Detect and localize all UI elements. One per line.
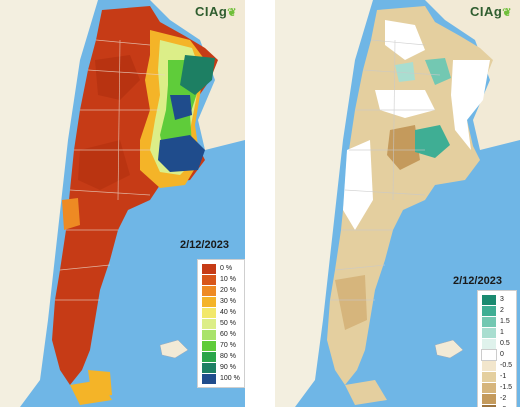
legend-swatch — [202, 285, 216, 296]
legend-label: 70 % — [220, 342, 236, 349]
moist-zone-orange — [62, 198, 80, 230]
legend-item: 20 % — [202, 285, 240, 296]
legend-swatch — [202, 318, 216, 329]
legend-item: 50 % — [202, 318, 240, 329]
legend-item: 80 % — [202, 351, 240, 362]
tierra-del-fuego — [345, 380, 387, 405]
legend-swatch — [482, 393, 496, 404]
legend-item: 30 % — [202, 296, 240, 307]
dry-patch — [95, 55, 140, 100]
legend-item: 1.5 — [482, 316, 512, 327]
legend-item: 2 — [482, 305, 512, 316]
anomaly-zero-zone — [375, 90, 435, 118]
neighbor-land — [150, 0, 245, 150]
legend-swatch — [202, 274, 216, 285]
legend-label: -0.5 — [500, 362, 513, 369]
legend-label: -1.5 — [500, 384, 513, 391]
legend-label: 60 % — [220, 331, 236, 338]
soil-moisture-map-panel: CIAg❦ 2/12/2023 0 % 10 % 20 % 30 % 40 % 50 % 6… — [0, 0, 245, 407]
legend-item: 70 % — [202, 340, 240, 351]
legend-swatch — [202, 373, 216, 384]
legend-label: 20 % — [220, 287, 236, 294]
legend-swatch — [202, 307, 216, 318]
legend-swatch — [202, 351, 216, 362]
moist-zone-teal — [180, 55, 215, 95]
legend-label: -1 — [500, 373, 507, 380]
legend-item: -0.5 — [482, 360, 512, 371]
dry-patch — [78, 140, 130, 190]
legend-swatch — [482, 305, 496, 316]
legend-item: -1.5 — [482, 382, 512, 393]
anomaly-wet-zone — [425, 58, 451, 85]
legend-swatch — [482, 382, 496, 393]
legend-item: 1 — [482, 327, 512, 338]
legend-swatch — [482, 327, 496, 338]
legend-label: 2 — [500, 307, 504, 314]
map-legend: 0 % 10 % 20 % 30 % 40 % 50 % 60 % 70 % 80 % 90 % 1… — [197, 259, 245, 388]
legend-item: -1 — [482, 371, 512, 382]
legend-label: 50 % — [220, 320, 236, 327]
legend-swatch — [482, 294, 496, 305]
neighbor-land — [425, 0, 520, 150]
legend-swatch — [202, 340, 216, 351]
legend-label: 0.5 — [500, 340, 510, 347]
legend-item: 0 — [481, 348, 512, 361]
tierra-del-fuego — [70, 380, 112, 405]
ciag-logo: CIAg❦ — [469, 4, 512, 19]
anomaly-wet-zone — [395, 62, 415, 82]
legend-label: 1 — [500, 329, 504, 336]
legend-label: 100 % — [220, 375, 240, 382]
legend-item: 60 % — [202, 329, 240, 340]
legend-swatch — [202, 329, 216, 340]
malvinas-islands — [159, 339, 189, 359]
anomaly-zero-zone — [343, 140, 373, 230]
legend-swatch — [202, 296, 216, 307]
legend-label: 0 — [500, 351, 504, 358]
legend-label: 90 % — [220, 364, 236, 371]
province-borders — [55, 39, 166, 301]
legend-swatch — [482, 338, 496, 349]
moisture-anomaly-map — [275, 0, 520, 407]
legend-label: 1.5 — [500, 318, 510, 325]
legend-swatch — [202, 263, 216, 274]
legend-label: -2 — [500, 395, 507, 402]
province-borders — [330, 39, 441, 301]
legend-item: 10 % — [202, 274, 240, 285]
argentina-shape — [327, 6, 493, 385]
legend-label: 10 % — [220, 276, 236, 283]
ciag-logo: CIAg❦ — [194, 4, 237, 19]
legend-item: -2 — [482, 393, 512, 404]
malvinas-islands — [434, 339, 464, 359]
moist-zone-blue — [158, 135, 205, 172]
legend-item: 0.5 — [482, 338, 512, 349]
legend-swatch — [202, 362, 216, 373]
legend-item: 100 % — [202, 373, 240, 384]
map-date: 2/12/2023 — [453, 275, 502, 287]
anomaly-dry-zone — [335, 275, 367, 330]
legend-label: 0 % — [220, 265, 233, 272]
legend-swatch — [482, 316, 496, 327]
soil-moisture-map — [0, 0, 245, 407]
neighbor-land-chile — [0, 0, 98, 407]
legend-label: 3 — [500, 296, 504, 303]
moisture-anomaly-map-panel: CIAg❦ 2/12/2023 321.510.50-0.5-1-1.5-2-3 — [275, 0, 520, 407]
anomaly-zero-zone — [451, 60, 490, 150]
legend-label: 80 % — [220, 353, 236, 360]
anomaly-dry-zone — [387, 125, 420, 170]
map-legend: 321.510.50-0.5-1-1.5-2-3 — [477, 290, 518, 407]
legend-swatch — [481, 348, 497, 361]
legend-label: 30 % — [220, 298, 236, 305]
legend-item: 0 % — [202, 263, 240, 274]
map-date: 2/12/2023 — [180, 239, 229, 251]
legend-item: 3 — [482, 294, 512, 305]
legend-swatch — [482, 371, 496, 382]
legend-item: 40 % — [202, 307, 240, 318]
legend-swatch — [482, 404, 496, 407]
legend-swatch — [482, 360, 496, 371]
legend-item: 90 % — [202, 362, 240, 373]
moist-zone-blue — [170, 95, 192, 120]
neighbor-land-chile — [275, 0, 373, 407]
legend-label: 40 % — [220, 309, 236, 316]
